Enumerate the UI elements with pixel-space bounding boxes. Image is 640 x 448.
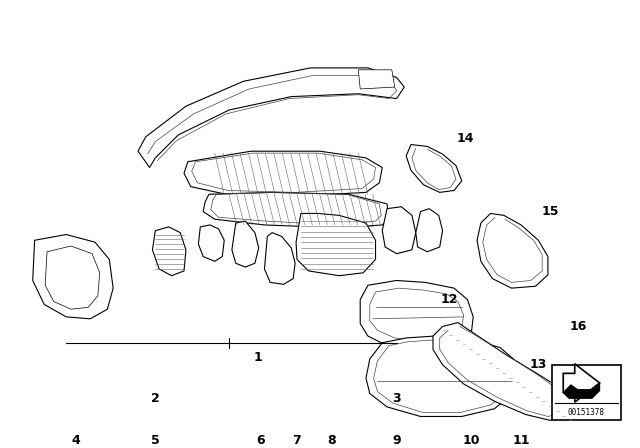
Polygon shape <box>360 280 473 349</box>
Polygon shape <box>45 246 100 309</box>
Text: 15: 15 <box>541 205 559 218</box>
Polygon shape <box>416 209 443 252</box>
Text: 6: 6 <box>256 434 265 447</box>
Polygon shape <box>296 213 376 276</box>
Polygon shape <box>138 68 404 168</box>
Polygon shape <box>203 192 389 228</box>
Polygon shape <box>232 221 259 267</box>
Polygon shape <box>358 70 395 89</box>
Text: 00151378: 00151378 <box>568 408 605 417</box>
Text: 4: 4 <box>72 434 80 447</box>
Text: 13: 13 <box>530 358 547 371</box>
Polygon shape <box>563 364 600 402</box>
Polygon shape <box>406 145 461 192</box>
Bar <box>552 365 621 420</box>
Text: 9: 9 <box>392 434 401 447</box>
Polygon shape <box>184 151 382 196</box>
Polygon shape <box>152 227 186 276</box>
Text: 10: 10 <box>463 434 480 447</box>
Polygon shape <box>433 323 574 420</box>
Text: 11: 11 <box>513 434 530 447</box>
Text: 16: 16 <box>570 320 588 333</box>
Polygon shape <box>198 225 224 261</box>
Text: 1: 1 <box>253 351 262 364</box>
Text: 5: 5 <box>151 434 159 447</box>
Polygon shape <box>477 213 548 288</box>
Text: 12: 12 <box>440 293 458 306</box>
Text: 2: 2 <box>151 392 159 405</box>
Polygon shape <box>382 207 416 254</box>
Text: 14: 14 <box>457 132 474 145</box>
Polygon shape <box>366 336 519 417</box>
Polygon shape <box>33 234 113 319</box>
Text: 3: 3 <box>392 392 401 405</box>
Text: 7: 7 <box>292 434 300 447</box>
Text: 8: 8 <box>327 434 336 447</box>
Polygon shape <box>264 233 295 284</box>
Polygon shape <box>563 383 600 398</box>
